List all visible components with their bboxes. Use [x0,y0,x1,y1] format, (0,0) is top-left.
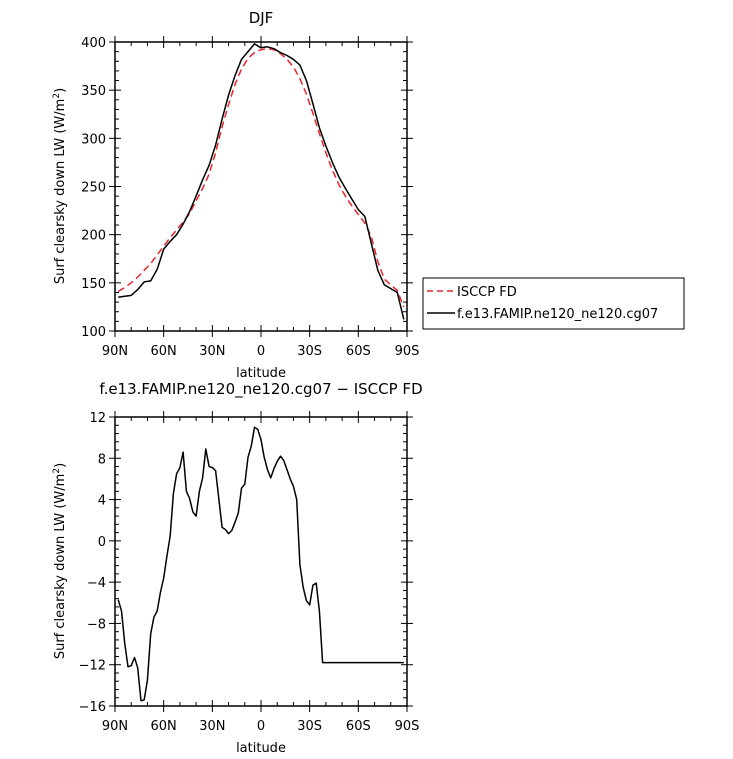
top-x-tick-label: 30S [297,344,322,359]
top-y-axis: 100 150 200 250 300 350 400 [81,36,413,340]
bottom-x-tick-label: 60S [346,719,371,734]
bottom-x-tick-label: 60N [151,719,177,734]
top-x-tick-label: 90S [395,344,420,359]
bottom-chart-title: f.e13.FAMIP.ne120_ne120.cg07 − ISCCP FD [99,380,422,399]
bottom-x-axis-label: latitude [236,741,286,756]
bottom-y-tick-label: −16 [79,700,106,715]
bottom-y-tick-label: 12 [89,411,106,426]
bottom-y-tick-label: 0 [98,535,106,550]
bottom-y-tick-label: 4 [98,494,106,509]
top-x-tick-label: 30N [199,344,225,359]
top-y-tick-label: 350 [81,84,106,99]
bottom-x-tick-label: 30N [199,719,225,734]
top-plot-frame [114,41,408,332]
bottom-x-tick-label: 30S [297,719,322,734]
top-y-tick-label: 300 [81,132,106,147]
climatology-panel: DJF 100 150 200 250 300 350 400 90N 60N 30N 0 30S 6… [52,9,419,381]
bottom-series-group [117,426,404,702]
bottom-x-tick-label: 90N [102,719,128,734]
top-x-tick-label: 0 [257,344,265,359]
bottom-x-tick-label: 90S [395,719,420,734]
top-x-tick-label: 90N [102,344,128,359]
top-x-axis-label: latitude [236,366,286,381]
bottom-y-tick-label: 8 [98,452,106,467]
legend-label-model: f.e13.FAMIP.ne120_ne120.cg07 [457,307,658,322]
top-y-tick-label: 150 [81,277,106,292]
top-y-axis-label: Surf clearsky down LW (W/m2) [52,88,68,284]
top-series-group [117,43,405,320]
bottom-y-tick-label: −4 [87,576,106,591]
legend-box [422,277,685,330]
bottom-y-axis: −16 −12 −8 −4 0 4 8 12 [79,411,413,715]
top-x-axis: 90N 60N 30N 0 30S 60S 90S [102,36,420,359]
legend: ISCCP FD f.e13.FAMIP.ne120_ne120.cg07 [422,277,685,330]
top-chart-title: DJF [249,9,274,27]
bottom-y-tick-label: −8 [87,617,106,632]
top-series-line-0 [117,47,405,308]
bottom-x-tick-label: 0 [257,719,265,734]
top-y-tick-label: 400 [81,36,106,51]
bottom-series-line-0 [117,426,404,702]
top-y-tick-label: 250 [81,181,106,196]
bottom-y-tick-label: −12 [79,659,106,674]
top-x-tick-label: 60N [151,344,177,359]
top-y-tick-label: 200 [81,229,106,244]
legend-label-isccp: ISCCP FD [457,285,517,300]
top-series-line-1 [118,43,405,320]
bottom-y-axis-label: Surf clearsky down LW (W/m2) [52,463,68,659]
bottom-x-axis: 90N 60N 30N 0 30S 60S 90S [102,411,420,734]
difference-panel: f.e13.FAMIP.ne120_ne120.cg07 − ISCCP FD … [52,380,423,756]
top-y-tick-label: 100 [81,325,106,340]
top-x-tick-label: 60S [346,344,371,359]
